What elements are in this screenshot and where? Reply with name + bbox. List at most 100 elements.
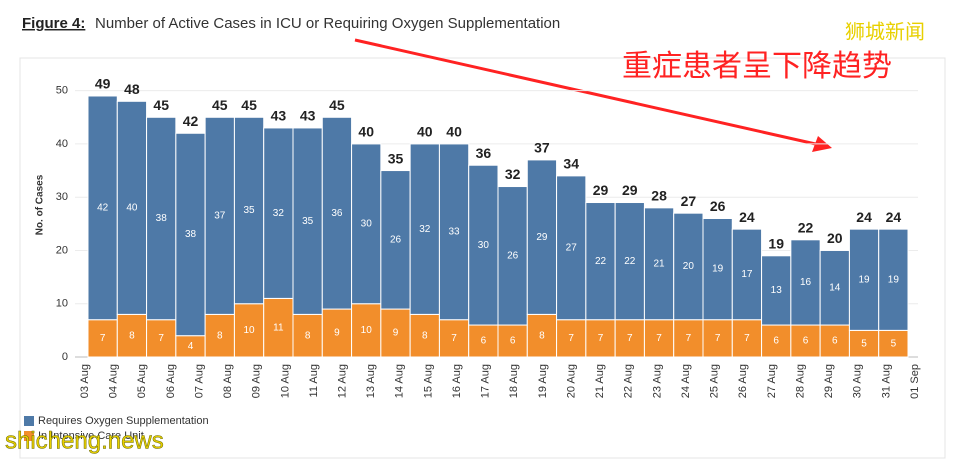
value-label: 32 [273, 208, 285, 219]
chart-frame [19, 57, 946, 459]
x-tick-label: 20 Aug [565, 364, 577, 398]
total-label: 43 [271, 108, 287, 124]
bar-segment [614, 202, 645, 321]
legend-swatch [24, 431, 34, 441]
total-label: 20 [827, 230, 843, 246]
total-label: 29 [593, 182, 609, 198]
headline: 重症患者呈下降趋势 [622, 50, 892, 83]
bar-segment [175, 132, 206, 337]
x-tick-label: 22 Aug [623, 364, 635, 398]
value-label: 6 [773, 336, 779, 347]
bar-segment [380, 170, 411, 310]
bar-segment [819, 249, 850, 326]
bar-segment [819, 324, 850, 358]
legend-label: Requires Oxygen Supplementation [38, 415, 209, 427]
total-label: 40 [446, 124, 462, 140]
value-label: 9 [334, 328, 340, 339]
value-label: 6 [832, 336, 838, 347]
total-label: 26 [710, 198, 726, 214]
value-label: 17 [741, 269, 753, 280]
y-tick-label: 30 [56, 191, 68, 203]
value-label: 19 [712, 264, 724, 275]
x-tick-label: 24 Aug [680, 364, 692, 398]
value-label: 8 [539, 330, 545, 341]
value-label: 42 [97, 202, 109, 213]
bar-segment [761, 255, 792, 326]
y-axis-label: No. of Cases [35, 174, 46, 235]
value-label: 35 [302, 216, 314, 227]
bar-segment [848, 228, 880, 331]
value-label: 8 [305, 330, 311, 341]
value-label: 10 [361, 325, 373, 336]
x-tick-label: 01 Sep [909, 364, 921, 399]
value-label: 7 [744, 333, 750, 344]
value-label: 22 [624, 256, 636, 267]
x-tick-label: 27 Aug [766, 364, 778, 398]
y-tick-label: 50 [56, 85, 68, 97]
total-label: 24 [856, 209, 872, 225]
bar-segment [292, 313, 323, 358]
value-label: 38 [185, 229, 197, 240]
bar-segment [790, 324, 821, 358]
x-tick-label: 09 Aug [251, 364, 263, 398]
x-tick-label: 15 Aug [422, 364, 434, 398]
value-label: 4 [188, 341, 194, 352]
total-label: 24 [739, 209, 755, 225]
x-tick-label: 05 Aug [136, 364, 148, 398]
value-label: 19 [888, 274, 900, 285]
x-tick-label: 19 Aug [537, 364, 549, 398]
bar-segment [204, 116, 235, 315]
x-tick-label: 21 Aug [594, 364, 606, 398]
x-tick-label: 25 Aug [709, 364, 721, 398]
value-label: 16 [800, 277, 812, 288]
total-label: 40 [358, 124, 374, 140]
bar-segment [673, 212, 704, 321]
value-label: 7 [656, 333, 662, 344]
total-label: 45 [212, 97, 228, 113]
total-label: 49 [95, 76, 111, 92]
total-label: 24 [886, 209, 902, 225]
value-label: 7 [158, 333, 164, 344]
x-tick-label: 06 Aug [165, 364, 177, 398]
bar-segment [438, 143, 470, 321]
bar-segment [146, 116, 177, 321]
bar-segment [321, 308, 353, 358]
total-label: 42 [183, 113, 199, 129]
x-tick-label: 11 Aug [308, 364, 320, 397]
watermark: shicheng.news [5, 427, 164, 454]
bar-segment [526, 313, 558, 358]
bar-segment [438, 319, 470, 358]
value-label: 7 [627, 333, 633, 344]
value-label: 19 [859, 274, 871, 285]
y-tick-label: 40 [56, 138, 68, 150]
value-label: 7 [451, 333, 457, 344]
value-label: 7 [100, 333, 106, 344]
total-label: 45 [329, 97, 345, 113]
value-label: 30 [361, 218, 373, 229]
bar-segment [556, 175, 587, 321]
y-tick-label: 0 [62, 351, 68, 363]
value-label: 8 [422, 330, 428, 341]
total-label: 32 [505, 166, 521, 182]
x-tick-label: 18 Aug [508, 364, 520, 398]
value-label: 14 [829, 282, 841, 293]
value-label: 26 [390, 234, 402, 245]
value-label: 37 [214, 210, 226, 221]
bar-segment [351, 303, 382, 358]
bar-segment [116, 100, 148, 315]
x-tick-label: 17 Aug [480, 364, 492, 398]
bar-segment [878, 329, 909, 358]
bar-segment [321, 116, 353, 310]
total-label: 36 [476, 145, 492, 161]
bar-segment [848, 329, 880, 358]
arrow-line [354, 38, 821, 147]
value-label: 7 [686, 333, 692, 344]
plot: 0102030405074249840487384543842837451035… [24, 76, 921, 442]
bar-segment [380, 308, 411, 358]
value-label: 7 [598, 333, 604, 344]
value-label: 5 [891, 338, 897, 349]
value-label: 6 [510, 336, 516, 347]
value-label: 20 [683, 261, 695, 272]
x-tick-label: 03 Aug [79, 364, 91, 398]
